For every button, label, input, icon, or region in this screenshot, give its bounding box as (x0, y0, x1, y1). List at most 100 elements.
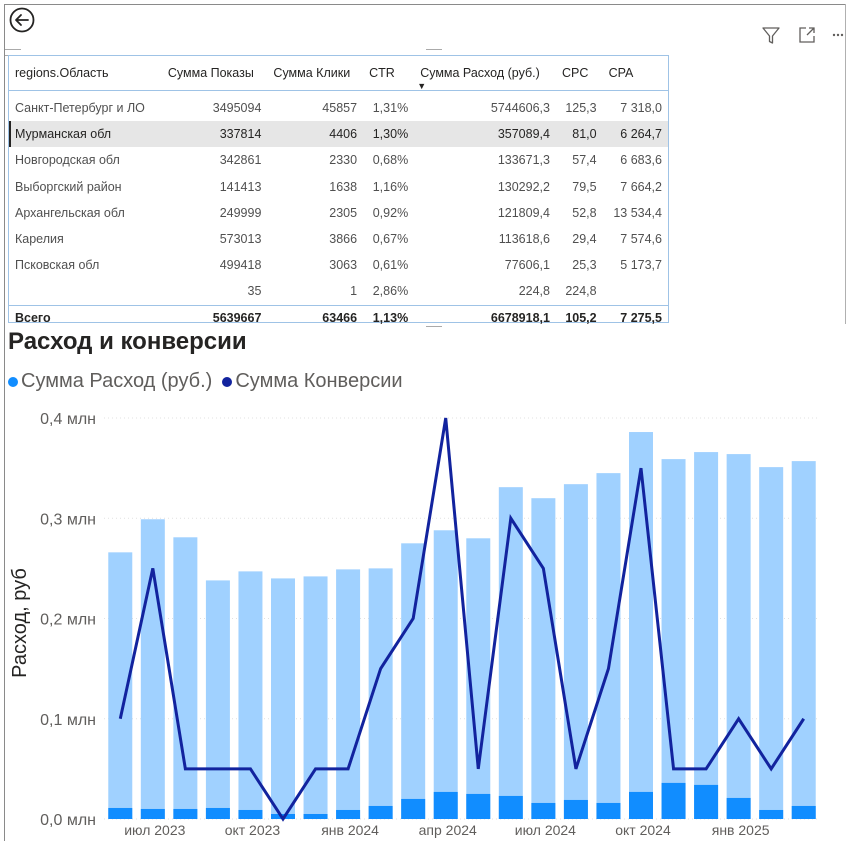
bar-spend-segment[interactable] (108, 807, 133, 819)
cell-spend: 6678918,1 (414, 304, 556, 330)
bar-spend-total[interactable] (498, 487, 523, 819)
column-header-ctr[interactable]: CTR (363, 56, 415, 91)
bar-spend-segment[interactable] (433, 791, 458, 819)
bar-spend-segment[interactable] (596, 802, 621, 819)
legend-item-spend[interactable]: Сумма Расход (руб.) (8, 370, 212, 393)
column-header-region[interactable]: regions.Область (9, 56, 162, 91)
cell-clicks: 45857 (322, 101, 358, 116)
cell-impressions: 5639667 (161, 304, 268, 330)
bar-spend-total[interactable] (173, 537, 198, 819)
bar-spend-total[interactable] (401, 543, 426, 819)
cell-cpc: 79,5 (572, 179, 597, 194)
y-tick-label: 0,0 млн (40, 812, 96, 829)
y-tick-label: 0,3 млн (40, 511, 96, 528)
x-tick-label: янв 2025 (712, 822, 770, 838)
cell-impressions: 141413 (219, 179, 262, 194)
bar-spend-segment[interactable] (563, 799, 588, 819)
visual-frame-left (4, 4, 5, 841)
table-row[interactable]: Карелия 573013 3866 0,67% 113618,6 29,4 7 574,… (9, 226, 668, 252)
regions-table: regions.Область Сумма Показы Сумма Клики… (8, 55, 669, 330)
column-header-clicks[interactable]: Сумма Клики (267, 56, 364, 91)
bar-spend-total[interactable] (759, 467, 784, 819)
x-tick-label: апр 2024 (419, 822, 477, 838)
bar-spend-total[interactable] (433, 530, 458, 819)
back-arrow-icon[interactable] (8, 6, 36, 34)
cell-spend: 121809,4 (497, 205, 550, 220)
cell-region (9, 278, 162, 305)
bar-spend-total[interactable] (140, 519, 165, 819)
table-row[interactable]: Санкт-Петербург и ЛО 3495094 45857 1,31% 574… (9, 91, 668, 122)
bar-spend-segment[interactable] (401, 798, 426, 819)
bar-spend-segment[interactable] (726, 797, 751, 819)
cell-clicks: 2305 (329, 205, 358, 220)
cell-impressions: 573013 (219, 232, 262, 247)
bar-spend-total[interactable] (238, 571, 263, 819)
cell-region: Псковская обл (15, 258, 100, 273)
column-header-cpc[interactable]: CPC (555, 56, 603, 91)
bar-spend-segment[interactable] (498, 795, 523, 819)
table-body: Санкт-Петербург и ЛО 3495094 45857 1,31% 574… (9, 91, 668, 330)
bar-spend-total[interactable] (271, 578, 295, 819)
bar-spend-total[interactable] (531, 498, 556, 819)
cell-impressions: 342861 (219, 153, 262, 168)
table-row[interactable]: Псковская обл 499418 3063 0,61% 77606,1 25,3 5… (9, 252, 668, 278)
cell-clicks: 4406 (267, 121, 364, 148)
table-row[interactable]: Мурманская обл 337814 4406 1,30% 357089,4 81,… (9, 121, 668, 148)
cell-spend: 133671,3 (497, 153, 550, 168)
column-header-cpa[interactable]: CPA (602, 56, 668, 91)
bar-spend-total[interactable] (205, 580, 230, 819)
cell-spend: 130292,2 (497, 179, 550, 194)
line-conversions[interactable] (118, 417, 805, 822)
bar-spend-total[interactable] (726, 454, 751, 819)
bar-spend-segment[interactable] (531, 802, 556, 819)
cell-impressions: 3495094 (212, 101, 262, 116)
column-header-spend-label: Сумма Расход (руб.) (420, 66, 540, 80)
table-row[interactable]: 35 1 2,86% 224,8 224,8 (9, 278, 668, 305)
legend-label-conversions: Сумма Конверсии (235, 370, 403, 392)
bar-spend-total[interactable] (791, 461, 816, 819)
table-row[interactable]: Новгородская обл 342861 2330 0,68% 133671,3 5… (9, 147, 668, 173)
cell-ctr: 1,31% (372, 101, 409, 116)
bar-spend-segment[interactable] (336, 809, 361, 819)
bar-spend-segment[interactable] (694, 784, 719, 819)
bar-spend-segment[interactable] (303, 813, 328, 819)
table-row[interactable]: Выборгский район 141413 1638 1,16% 130292,2 7… (9, 174, 668, 200)
cell-spend: 224,8 (518, 284, 550, 299)
more-options-icon[interactable] (832, 24, 844, 46)
bar-spend-total[interactable] (336, 569, 361, 819)
bar-spend-segment[interactable] (205, 807, 230, 819)
cell-cpc: 52,8 (572, 205, 597, 220)
cell-ctr: 0,67% (372, 232, 409, 247)
y-tick-label: 0,1 млн (40, 712, 96, 729)
bar-spend-segment[interactable] (140, 808, 165, 819)
table-row[interactable]: Архангельская обл 249999 2305 0,92% 121809,4… (9, 200, 668, 226)
legend-marker-spend (8, 376, 18, 387)
focus-mode-icon[interactable] (796, 24, 818, 46)
cell-cpa: 13 534,4 (613, 205, 662, 220)
table-grid: regions.Область Сумма Показы Сумма Клики… (9, 56, 668, 330)
cell-cpa: 5 173,7 (620, 258, 662, 273)
bar-spend-segment[interactable] (466, 793, 491, 819)
filter-icon[interactable] (760, 24, 782, 46)
cell-spend: 77606,1 (504, 258, 550, 273)
bar-spend-segment[interactable] (173, 808, 198, 819)
bar-spend-segment[interactable] (238, 809, 263, 819)
cell-ctr: 0,61% (372, 258, 409, 273)
legend-item-conversions[interactable]: Сумма Конверсии (222, 370, 403, 393)
bar-spend-segment[interactable] (629, 791, 653, 819)
bar-spend-total[interactable] (629, 432, 653, 819)
table-header-row: regions.Область Сумма Показы Сумма Клики… (9, 56, 668, 91)
cell-ctr: 2,86% (372, 284, 409, 299)
bar-spend-segment[interactable] (791, 805, 816, 819)
column-header-spend[interactable]: Сумма Расход (руб.) ▼ (414, 56, 556, 91)
bar-spend-segment[interactable] (661, 782, 686, 819)
cell-ctr: 0,92% (372, 205, 409, 220)
visual-header-toolbar (760, 22, 846, 48)
bar-spend-segment[interactable] (368, 805, 393, 819)
y-axis-title: Расход, руб (9, 568, 31, 678)
cell-spend: 113618,6 (498, 232, 550, 247)
bar-spend-total[interactable] (596, 473, 621, 819)
bar-spend-total[interactable] (694, 452, 719, 819)
bar-spend-segment[interactable] (759, 809, 784, 819)
column-header-impressions[interactable]: Сумма Показы (161, 56, 268, 91)
